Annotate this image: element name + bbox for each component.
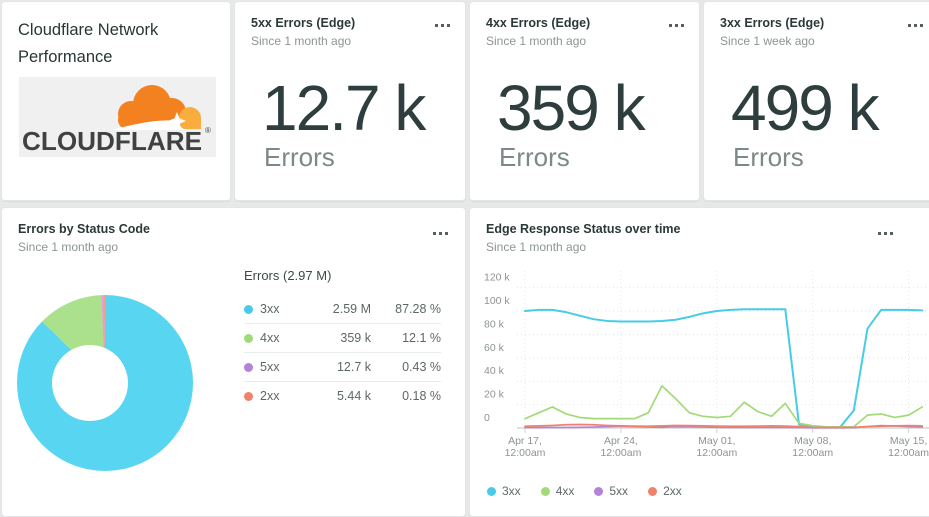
svg-text:100 k: 100 k <box>484 295 510 307</box>
card-menu-button[interactable] <box>429 228 452 239</box>
cloudflare-logo-text: CLOUDFLARE <box>22 126 202 156</box>
series-dot-4xx <box>540 486 550 496</box>
legend-label: 4xx <box>555 484 575 498</box>
card-menu-button[interactable] <box>431 20 454 31</box>
svg-text:Apr 17,: Apr 17, <box>508 435 542 447</box>
kpi-title-4xx: 4xx Errors (Edge) <box>486 16 591 30</box>
row-label: 3xx <box>260 302 280 316</box>
svg-text:12:00am: 12:00am <box>505 447 546 459</box>
kpi-card-3xx: 3xx Errors (Edge) Since 1 week ago 499 k… <box>703 1 929 201</box>
row-label: 5xx <box>260 360 280 374</box>
edge-response-status-card: Edge Response Status over time Since 1 m… <box>469 207 929 517</box>
series-dot-5xx <box>594 486 604 496</box>
series-dot-5xx <box>244 362 253 372</box>
pie-legend-row-5xx[interactable]: 5xx 12.7 k 0.43 % <box>244 353 441 382</box>
row-value: 12.7 k <box>336 360 371 374</box>
kpi-card-5xx: 5xx Errors (Edge) Since 1 month ago 12.7… <box>234 1 466 201</box>
kpi-value-3xx: 499 k <box>731 72 880 144</box>
legend-label: 5xx <box>609 484 629 498</box>
legend-item-5xx[interactable]: 5xx <box>594 484 628 498</box>
pie-legend-row-2xx[interactable]: 2xx 5.44 k 0.18 % <box>244 382 441 410</box>
svg-text:60 k: 60 k <box>484 342 505 354</box>
legend-label: 3xx <box>502 484 521 498</box>
svg-text:May 08,: May 08, <box>794 435 831 447</box>
pie-legend-row-3xx[interactable]: 3xx 2.59 M 87.28 % <box>244 295 441 324</box>
legend-item-4xx[interactable]: 4xx <box>540 484 575 498</box>
row-value: 359 k <box>340 331 371 345</box>
line-card-subtitle: Since 1 month ago <box>486 240 587 254</box>
pie-legend-title: Errors (2.97 M) <box>244 268 332 283</box>
series-dot-4xx <box>244 333 253 343</box>
series-dot-2xx <box>648 486 658 496</box>
svg-text:12:00am: 12:00am <box>600 447 641 459</box>
series-dot-3xx <box>487 486 496 496</box>
legend-item-2xx[interactable]: 2xx <box>648 484 682 498</box>
kpi-subtitle-4xx: Since 1 month ago <box>486 34 587 48</box>
series-dot-2xx <box>244 391 253 401</box>
card-menu-button[interactable] <box>904 20 927 31</box>
svg-text:20 k: 20 k <box>484 389 505 401</box>
pie-legend-row-4xx[interactable]: 4xx 359 k 12.1 % <box>244 324 441 353</box>
kpi-title-3xx: 3xx Errors (Edge) <box>720 16 825 30</box>
kpi-unit-3xx: Errors <box>733 142 804 172</box>
kpi-unit-4xx: Errors <box>499 142 570 172</box>
kpi-subtitle-3xx: Since 1 week ago <box>720 34 815 48</box>
row-label: 2xx <box>260 389 280 403</box>
row-percent: 0.18 % <box>402 389 441 403</box>
dashboard-title: Cloudflare Network Performance <box>18 21 159 66</box>
card-menu-button[interactable] <box>874 228 897 239</box>
line-chart-legend: 3xx 4xx 5xx 2xx <box>487 484 682 498</box>
donut-hole <box>52 345 128 421</box>
svg-text:May 01,: May 01, <box>698 435 735 447</box>
svg-text:12:00am: 12:00am <box>696 447 737 459</box>
row-percent: 12.1 % <box>402 331 441 345</box>
cloudflare-logo: CLOUDFLARE ® <box>19 77 216 157</box>
kpi-subtitle-5xx: Since 1 month ago <box>251 34 352 48</box>
kpi-unit-5xx: Errors <box>264 142 335 172</box>
row-percent: 0.43 % <box>402 360 441 374</box>
brand-card: Cloudflare Network Performance CLOUDFLAR… <box>1 1 231 201</box>
pie-legend-table: Errors (2.97 M) 3xx 2.59 M 87.28 % 4xx 3… <box>244 268 441 410</box>
legend-label: 2xx <box>663 484 682 498</box>
svg-text:May 15,: May 15, <box>890 435 927 447</box>
kpi-card-4xx: 4xx Errors (Edge) Since 1 month ago 359 … <box>469 1 700 201</box>
svg-text:120 k: 120 k <box>484 272 510 284</box>
registered-trademark-icon: ® <box>205 126 211 135</box>
series-dot-3xx <box>244 304 253 314</box>
svg-text:80 k: 80 k <box>484 318 505 330</box>
card-menu-button[interactable] <box>665 20 688 31</box>
legend-item-3xx[interactable]: 3xx <box>487 484 521 498</box>
kpi-title-5xx: 5xx Errors (Edge) <box>251 16 356 30</box>
pie-card-subtitle: Since 1 month ago <box>18 240 119 254</box>
svg-text:0: 0 <box>484 412 490 424</box>
svg-text:40 k: 40 k <box>484 365 505 377</box>
kpi-value-4xx: 359 k <box>497 72 646 144</box>
line-card-title: Edge Response Status over time <box>486 222 681 236</box>
errors-by-status-card: Errors by Status Code Since 1 month ago … <box>1 207 466 517</box>
row-percent: 87.28 % <box>395 302 441 316</box>
svg-text:12:00am: 12:00am <box>888 447 929 459</box>
kpi-value-5xx: 12.7 k <box>262 72 426 144</box>
row-value: 2.59 M <box>332 302 371 316</box>
cloudflare-cloud-icon <box>112 85 201 130</box>
row-label: 4xx <box>260 331 280 345</box>
row-value: 5.44 k <box>336 389 371 403</box>
pie-card-title: Errors by Status Code <box>18 222 150 236</box>
cloudflare-logo-image: CLOUDFLARE ® <box>22 85 211 156</box>
svg-text:12:00am: 12:00am <box>792 447 833 459</box>
svg-text:Apr 24,: Apr 24, <box>604 435 638 447</box>
